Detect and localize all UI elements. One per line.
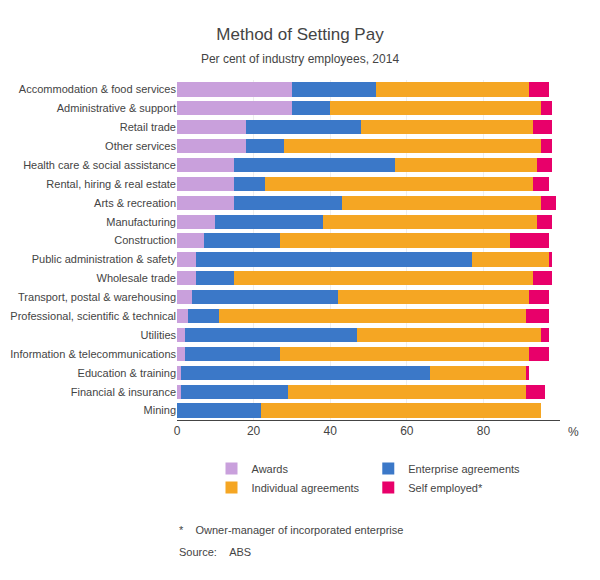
svg-text:Source: ABS: Source: ABS xyxy=(179,546,251,558)
svg-text:Administrative & support: Administrative & support xyxy=(57,102,176,114)
svg-text:Self employed*: Self employed* xyxy=(408,482,483,494)
svg-text:40: 40 xyxy=(324,424,338,438)
svg-text:Public administration & safety: Public administration & safety xyxy=(32,253,177,265)
svg-text:Manufacturing: Manufacturing xyxy=(106,216,176,228)
svg-text:Method of Setting Pay: Method of Setting Pay xyxy=(216,25,384,44)
svg-text:Wholesale trade: Wholesale trade xyxy=(97,272,177,284)
svg-text:Accommodation & food services: Accommodation & food services xyxy=(19,83,177,95)
svg-text:Financial & insurance: Financial & insurance xyxy=(71,386,176,398)
svg-text:0: 0 xyxy=(174,424,181,438)
svg-text:Retail trade: Retail trade xyxy=(120,121,176,133)
svg-text:Health care & social assistanc: Health care & social assistance xyxy=(23,159,176,171)
svg-text:Rental, hiring & real estate: Rental, hiring & real estate xyxy=(46,178,176,190)
svg-text:* Owner-manager of incorpor: * Owner-manager of incorporated enterpri… xyxy=(179,524,403,536)
svg-text:%: % xyxy=(568,425,579,439)
svg-text:Education & training: Education & training xyxy=(78,367,176,379)
svg-text:Awards: Awards xyxy=(252,463,289,475)
svg-text:20: 20 xyxy=(247,424,261,438)
svg-text:Enterprise agreements: Enterprise agreements xyxy=(408,463,520,475)
svg-text:Information & telecommunicatio: Information & telecommunications xyxy=(10,348,176,360)
svg-text:Transport, postal & warehousin: Transport, postal & warehousing xyxy=(18,291,176,303)
svg-text:60: 60 xyxy=(400,424,414,438)
svg-text:Per cent of industry employees: Per cent of industry employees, 2014 xyxy=(201,52,399,66)
svg-text:Construction: Construction xyxy=(114,234,176,246)
svg-text:Mining: Mining xyxy=(144,404,176,416)
svg-text:Other services: Other services xyxy=(105,140,176,152)
svg-text:Utilities: Utilities xyxy=(141,329,177,341)
svg-text:80: 80 xyxy=(477,424,491,438)
svg-text:Professional, scientific & tec: Professional, scientific & technical xyxy=(10,310,176,322)
svg-text:Arts & recreation: Arts & recreation xyxy=(94,197,176,209)
svg-text:Individual agreements: Individual agreements xyxy=(252,482,360,494)
